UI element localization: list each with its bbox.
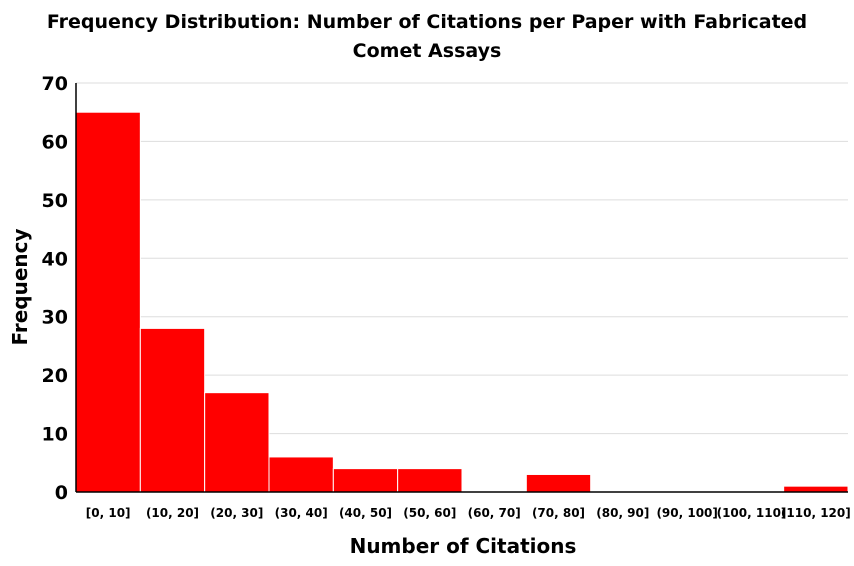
x-tick-label: (60, 70] — [468, 506, 521, 520]
x-axis-title: Number of Citations — [350, 534, 577, 558]
bars — [75, 111, 849, 493]
y-tick-label: 30 — [42, 307, 68, 329]
bar — [75, 111, 141, 493]
x-tick-label: (10, 20] — [146, 506, 199, 520]
y-axis-title: Frequency — [8, 228, 32, 345]
x-tick-label: (30, 40] — [275, 506, 328, 520]
axes — [75, 83, 848, 493]
x-tick-label: (40, 50] — [339, 506, 392, 520]
bar — [204, 392, 270, 493]
y-tick-label: 50 — [42, 190, 68, 212]
bar — [783, 485, 849, 493]
y-tick-label: 0 — [55, 482, 68, 504]
chart-title-line-1: Frequency Distribution: Number of Citati… — [47, 11, 807, 33]
y-tick-label: 70 — [42, 73, 68, 95]
x-tick-label: (20, 30] — [210, 506, 263, 520]
y-tick-labels: 0 10 20 30 40 50 60 70 — [42, 73, 68, 504]
bar — [525, 473, 592, 493]
x-tick-label: (50, 60] — [403, 506, 456, 520]
x-tick-label: (110, 120] — [781, 506, 851, 520]
bar — [397, 468, 463, 493]
bar — [332, 468, 399, 493]
y-tick-label: 40 — [42, 248, 68, 270]
y-tick-label: 60 — [42, 131, 68, 153]
bar — [268, 456, 334, 493]
x-tick-labels: [0, 10] (10, 20] (20, 30] (30, 40] (40, 50] (… — [86, 506, 851, 520]
chart-title-line-2: Comet Assays — [353, 40, 502, 62]
bar — [139, 327, 206, 493]
x-tick-label: [0, 10] — [86, 506, 131, 520]
y-tick-label: 20 — [42, 365, 68, 387]
x-tick-label: (90, 100] — [656, 506, 717, 520]
x-tick-label: (70, 80] — [532, 506, 585, 520]
x-tick-label: (100, 110] — [717, 506, 787, 520]
y-tick-label: 10 — [42, 424, 68, 446]
x-tick-label: (80, 90] — [596, 506, 649, 520]
